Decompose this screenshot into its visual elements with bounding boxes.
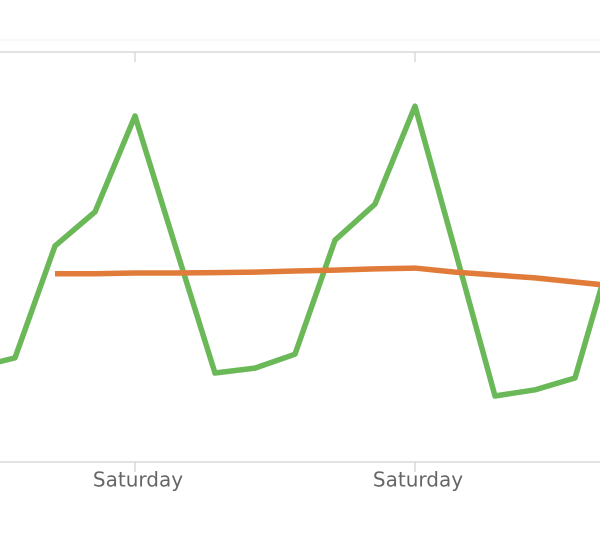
- x-tick-label: Saturday: [373, 468, 463, 492]
- series-line: [0, 103, 600, 399]
- series-line: [55, 265, 600, 288]
- x-tick-label: Saturday: [93, 468, 183, 492]
